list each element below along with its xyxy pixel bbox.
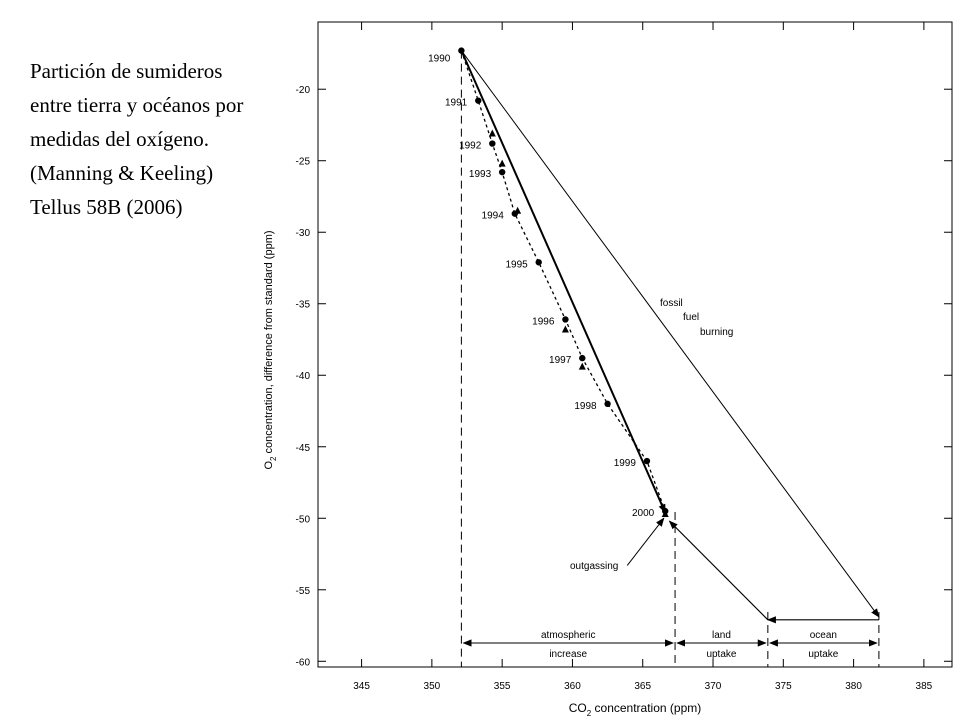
point [475, 97, 482, 104]
x-tick-label: 370 [705, 681, 722, 692]
year-label: 2000 [632, 508, 655, 519]
x-label-rest: concentration (ppm) [591, 701, 701, 715]
point [489, 140, 496, 147]
segment-label: land [712, 630, 731, 641]
segment-label: atmospheric [541, 630, 595, 641]
arrow [626, 517, 665, 566]
x-tick-label: 350 [424, 681, 441, 692]
annotation: fuel [683, 312, 699, 323]
x-tick-label: 345 [353, 681, 370, 692]
y-tick-label: -60 [296, 657, 311, 668]
x-axis-label: CO2 concentration (ppm) [569, 701, 702, 718]
y-tick-label: -55 [296, 586, 311, 597]
point [604, 400, 611, 408]
x-tick-label: 360 [564, 681, 581, 692]
year-label: 1999 [614, 458, 637, 469]
triangle-point [661, 509, 669, 517]
point [498, 168, 506, 176]
note-line: medidas del oxígeno. [30, 127, 209, 151]
point [562, 316, 569, 323]
y-tick-label: -20 [296, 85, 311, 96]
year-label: 1991 [445, 98, 468, 109]
note-line: (Manning & Keeling) [30, 161, 213, 185]
segment-label: increase [549, 649, 587, 660]
note-line: Tellus 58B (2006) [30, 195, 183, 219]
x-tick-label: 355 [494, 681, 511, 692]
arrow [460, 50, 880, 618]
x-tick-label: 385 [916, 681, 933, 692]
y-label-rest: concentration, difference from standard … [263, 230, 275, 456]
x-label-main: CO [569, 701, 587, 715]
point [579, 354, 586, 362]
year-label: 1992 [459, 141, 482, 152]
triangle-point [498, 159, 506, 167]
x-tick-label: 375 [775, 681, 792, 692]
y-tick-label: -45 [296, 443, 311, 454]
year-label: 1994 [482, 211, 505, 222]
year-label: 1990 [428, 54, 451, 65]
segment-label: ocean [810, 630, 837, 641]
segment-label: uptake [706, 649, 736, 660]
y-axis-label: O2 concentration, difference from standa… [263, 230, 278, 469]
y-tick-label: -50 [296, 514, 311, 525]
y-tick-label: -25 [296, 157, 311, 168]
y-label-sub: 2 [269, 456, 278, 461]
triangle-point [488, 129, 496, 137]
year-label: 1993 [469, 169, 492, 180]
y-tick-label: -30 [296, 228, 311, 239]
plot-frame [317, 21, 953, 668]
x-label-sub: 2 [587, 709, 592, 718]
year-label: 1997 [549, 355, 572, 366]
note-background [22, 50, 292, 220]
arrow [460, 50, 667, 514]
annotation: burning [700, 327, 733, 338]
triangle-point [578, 362, 586, 370]
point [458, 47, 465, 54]
x-tick-label: 380 [845, 681, 862, 692]
annotation: fossil [660, 298, 683, 309]
annotation: outgassing [570, 561, 618, 572]
point [535, 259, 542, 266]
triangle-point [561, 325, 569, 333]
y-tick-label: -40 [296, 371, 311, 382]
year-label: 1995 [505, 259, 528, 270]
arrow [668, 520, 769, 621]
year-label: 1996 [532, 316, 555, 327]
y-label-main: O [263, 461, 275, 470]
point [643, 457, 651, 465]
x-tick-label: 365 [634, 681, 651, 692]
y-tick-label: -35 [296, 300, 311, 311]
year-label: 1998 [574, 401, 597, 412]
note-line: entre tierra y océanos por [30, 93, 243, 117]
note-line: Partición de sumideros [30, 59, 222, 83]
triangle-point [514, 206, 522, 214]
segment-label: uptake [808, 649, 838, 660]
